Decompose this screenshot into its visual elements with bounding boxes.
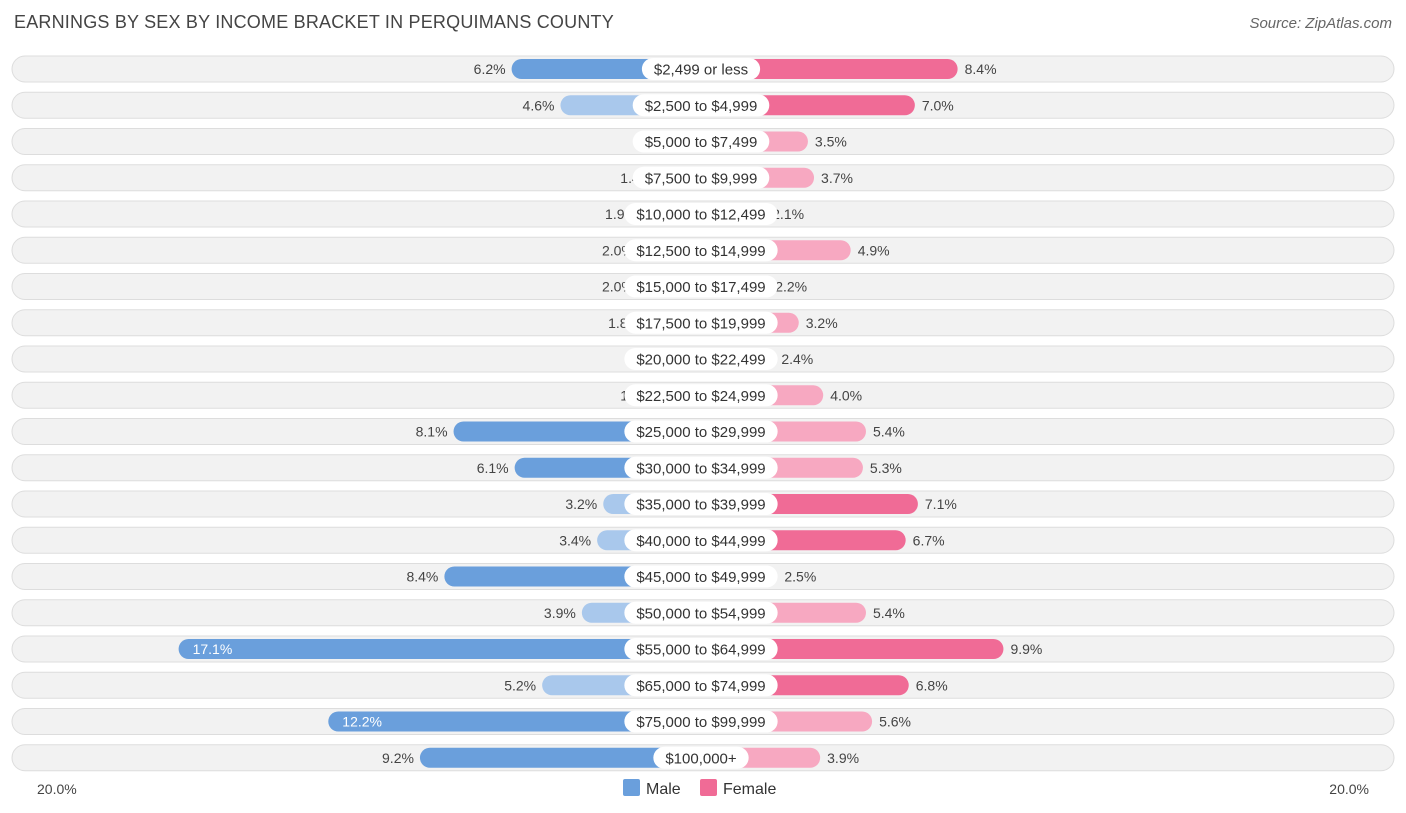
category-label: $7,500 to $9,999 (645, 170, 758, 187)
legend-female-label: Female (723, 781, 776, 798)
category-label: $20,000 to $22,499 (636, 352, 765, 369)
male-value-label: 3.2% (565, 496, 597, 512)
male-value-label: 6.1% (477, 460, 509, 476)
category-label: $30,000 to $34,999 (636, 460, 765, 477)
category-label-background (624, 601, 778, 624)
chart-title: EARNINGS BY SEX BY INCOME BRACKET IN PER… (14, 12, 614, 32)
female-value-label: 8.4% (965, 61, 997, 77)
female-value-label: 3.7% (821, 170, 853, 186)
category-label-background (624, 384, 778, 407)
male-value-label: 4.6% (523, 97, 555, 113)
category-label-background (632, 166, 770, 189)
category-label: $100,000+ (665, 750, 737, 767)
female-value-label: 5.4% (873, 605, 905, 621)
male-bar[interactable] (178, 639, 712, 659)
category-label-background (624, 239, 778, 262)
category-label-background (624, 203, 778, 225)
category-label-background (624, 275, 778, 298)
female-value-label: 3.5% (815, 134, 847, 150)
category-label: $2,500 to $4,999 (645, 98, 758, 115)
category-label-background (624, 674, 778, 697)
legend-male-swatch (623, 779, 640, 796)
female-value-label: 9.9% (1010, 641, 1042, 657)
female-value-label: 5.3% (870, 460, 902, 476)
male-value-label: 9.2% (382, 750, 414, 766)
female-value-label: 3.9% (827, 750, 859, 766)
category-label: $45,000 to $49,999 (636, 569, 765, 586)
category-label-background (632, 94, 770, 117)
category-label: $5,000 to $7,499 (645, 134, 758, 151)
female-value-label: 6.8% (916, 677, 948, 693)
category-label-background (624, 493, 778, 515)
female-value-label: 2.5% (784, 569, 816, 585)
male-value-label: 3.4% (559, 532, 591, 548)
category-label-background (653, 746, 749, 769)
category-label: $2,499 or less (654, 62, 748, 79)
male-value-label: 12.2% (342, 714, 382, 730)
female-value-label: 6.7% (913, 532, 945, 548)
female-value-label: 5.6% (879, 714, 911, 730)
category-label: $22,500 to $24,999 (636, 388, 765, 405)
category-label: $75,000 to $99,999 (636, 714, 765, 731)
female-value-label: 4.9% (858, 242, 890, 258)
female-value-label: 5.4% (873, 424, 905, 440)
category-label: $55,000 to $64,999 (636, 642, 765, 659)
female-value-label: 3.2% (806, 315, 838, 331)
category-label-background (641, 58, 761, 80)
category-label: $50,000 to $54,999 (636, 605, 765, 622)
male-value-label: 5.2% (504, 677, 536, 693)
female-value-label: 7.1% (925, 496, 957, 512)
male-value-label: 8.1% (416, 424, 448, 440)
female-value-label: 2.2% (775, 279, 807, 295)
legend-female-swatch (700, 779, 717, 796)
female-value-label: 4.0% (830, 387, 862, 403)
source-note: Source: ZipAtlas.com (1249, 15, 1392, 32)
legend-male-label: Male (646, 781, 681, 798)
category-label-background (624, 456, 778, 479)
male-value-label: 8.4% (406, 569, 438, 585)
axis-left-label: 20.0% (37, 781, 77, 797)
category-label-background (624, 311, 778, 334)
male-value-label: 6.2% (474, 61, 506, 77)
category-label-background (624, 710, 778, 733)
category-label-background (624, 348, 778, 370)
axis-right-label: 20.0% (1329, 781, 1369, 797)
category-label: $10,000 to $12,499 (636, 207, 765, 224)
category-label-background (624, 420, 778, 443)
category-label-background (624, 529, 778, 552)
category-label-background (624, 565, 778, 588)
category-label: $65,000 to $74,999 (636, 678, 765, 695)
category-label: $35,000 to $39,999 (636, 497, 765, 514)
category-label: $12,500 to $14,999 (636, 243, 765, 260)
category-label-background (624, 638, 778, 660)
category-label: $15,000 to $17,499 (636, 279, 765, 296)
male-bar[interactable] (419, 747, 711, 768)
category-label: $25,000 to $29,999 (636, 424, 765, 441)
category-label-background (632, 130, 770, 153)
female-value-label: 2.4% (781, 351, 813, 367)
female-value-label: 7.0% (922, 97, 954, 113)
male-value-label: 17.1% (193, 641, 233, 657)
male-value-label: 3.9% (544, 605, 576, 621)
female-value-label: 2.1% (772, 206, 804, 222)
category-label: $40,000 to $44,999 (636, 533, 765, 550)
category-label: $17,500 to $19,999 (636, 315, 765, 332)
male-bar[interactable] (328, 711, 711, 732)
